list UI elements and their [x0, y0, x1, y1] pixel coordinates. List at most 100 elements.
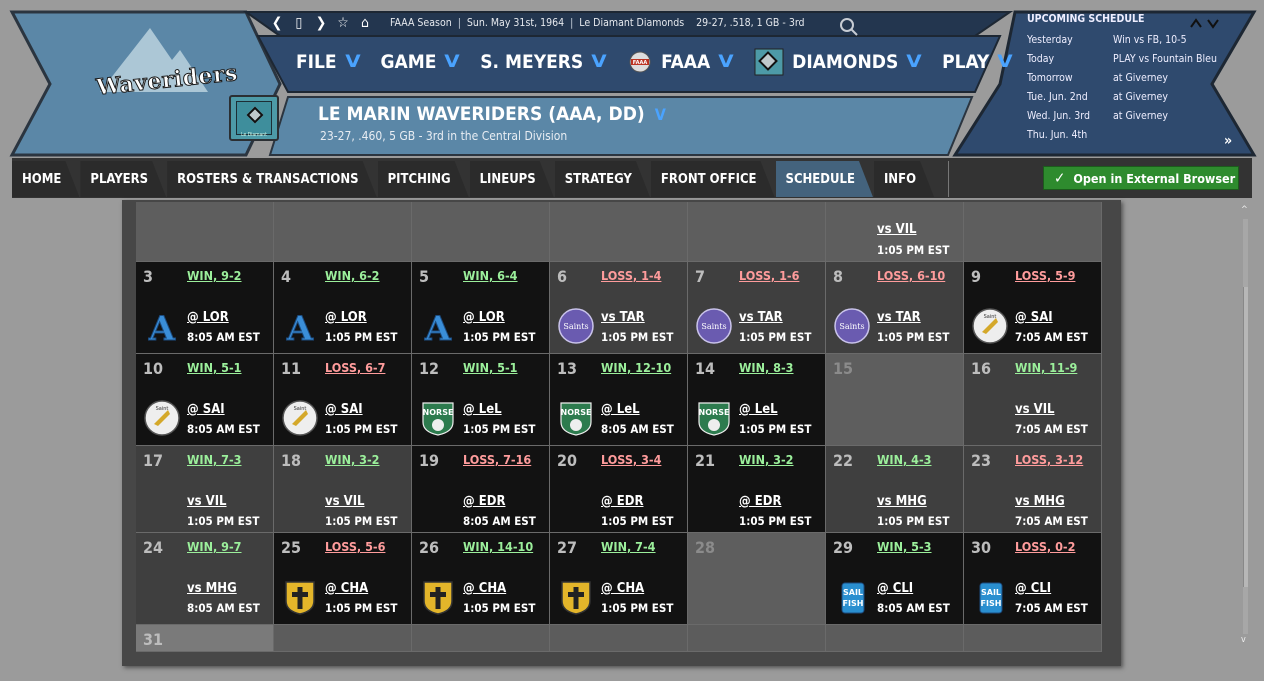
game-result-link[interactable]: WIN, 7-3 [187, 452, 242, 467]
game-result-link[interactable]: LOSS, 1-4 [601, 268, 662, 283]
game-result-link[interactable]: WIN, 5-1 [187, 360, 242, 375]
opponent-link[interactable]: @ EDR [463, 494, 506, 509]
opponent-link[interactable]: @ CHA [463, 581, 507, 596]
opponent-link[interactable]: vs TAR [601, 310, 645, 325]
tab-pitching[interactable]: PITCHING [378, 161, 469, 197]
opponent-link[interactable]: @ CLI [877, 581, 914, 596]
scrollbar[interactable]: ^ v [1240, 205, 1252, 645]
opponent-link[interactable]: vs VIL [1015, 402, 1055, 417]
calendar-day-27[interactable]: 27 WIN, 7-4 @ CHA 1:05 PM EST [550, 533, 688, 625]
opponent-link[interactable]: @ CHA [601, 581, 645, 596]
back-icon[interactable]: ❮ [271, 15, 283, 31]
upcoming-row[interactable]: Today PLAY vs Fountain Bleu [1027, 53, 1247, 72]
opponent-link[interactable]: vs MHG [877, 494, 927, 509]
calendar-day-16[interactable]: 16 WIN, 11-9 vs VIL 7:05 AM EST [964, 354, 1102, 446]
opponent-link[interactable]: vs VIL [187, 494, 227, 509]
opponent-link[interactable]: @ CLI [1015, 581, 1052, 596]
game-result-link[interactable]: WIN, 8-3 [739, 360, 794, 375]
tab-rosters-transactions[interactable]: ROSTERS & TRANSACTIONS [167, 161, 376, 197]
tab-schedule[interactable]: SCHEDULE [776, 161, 873, 197]
calendar-day-18[interactable]: 18 WIN, 3-2 vs VIL 1:05 PM EST [274, 446, 412, 533]
game-result-link[interactable]: LOSS, 6-10 [877, 268, 946, 283]
game-result-link[interactable]: LOSS, 1-6 [739, 268, 800, 283]
calendar-day-17[interactable]: 17 WIN, 7-3 vs VIL 1:05 PM EST [136, 446, 274, 533]
opponent-link[interactable]: @ SAI [1015, 310, 1053, 325]
calendar-day-8[interactable]: 8 LOSS, 6-10 Saints vs TAR 1:05 PM EST [826, 262, 964, 354]
upcoming-row[interactable]: Tue. Jun. 2nd at Giverney [1027, 91, 1247, 110]
calendar-day-12[interactable]: 12 WIN, 5-1 NORSE @ LeL 1:05 PM EST [412, 354, 550, 446]
tab-home[interactable]: HOME [12, 161, 79, 197]
upcoming-row[interactable]: Wed. Jun. 3rd at Giverney [1027, 110, 1247, 129]
game-result-link[interactable]: LOSS, 5-6 [325, 539, 386, 554]
opponent-link[interactable]: @ SAI [187, 402, 225, 417]
calendar-day-20[interactable]: 20 LOSS, 3-4 @ EDR 1:05 PM EST [550, 446, 688, 533]
opponent-link[interactable]: @ LOR [325, 310, 367, 325]
tab-players[interactable]: PLAYERS [80, 161, 166, 197]
scroll-up-icon[interactable]: ^ [1241, 205, 1248, 215]
game-result-link[interactable]: WIN, 14-10 [463, 539, 534, 554]
open-external-browser-button[interactable]: ✓ Open in External Browser [1043, 166, 1239, 190]
game-result-link[interactable]: LOSS, 3-4 [601, 452, 662, 467]
game-result-link[interactable]: WIN, 5-1 [463, 360, 518, 375]
calendar-day-5[interactable]: 5 WIN, 6-4 A @ LOR 1:05 PM EST [412, 262, 550, 354]
game-result-link[interactable]: WIN, 7-4 [601, 539, 656, 554]
game-result-link[interactable]: LOSS, 0-2 [1015, 539, 1076, 554]
game-result-link[interactable]: WIN, 4-3 [877, 452, 932, 467]
game-result-link[interactable]: WIN, 6-2 [325, 268, 380, 283]
menu-team[interactable]: DIAMONDS V [754, 48, 922, 76]
tab-info[interactable]: INFO [874, 161, 934, 197]
calendar-day-9[interactable]: 9 LOSS, 5-9 Saint @ SAI 7:05 AM EST [964, 262, 1102, 354]
game-result-link[interactable]: WIN, 6-4 [463, 268, 518, 283]
upcoming-row[interactable]: Yesterday Win vs FB, 10-5 [1027, 34, 1247, 53]
calendar-day-11[interactable]: 11 LOSS, 6-7 Saint @ SAI 1:05 PM EST [274, 354, 412, 446]
opponent-link[interactable]: @ LOR [187, 310, 229, 325]
game-result-link[interactable]: WIN, 11-9 [1015, 360, 1078, 375]
opponent-link[interactable]: @ EDR [739, 494, 782, 509]
opponent-link[interactable]: @ LeL [739, 402, 778, 417]
opponent-link[interactable]: vs TAR [739, 310, 783, 325]
scroll-thumb[interactable] [1243, 287, 1248, 587]
calendar-day-30[interactable]: 30 LOSS, 0-2 SAIL FISH @ CLI 7:05 AM EST [964, 533, 1102, 625]
menu-play[interactable]: PLAY V [942, 51, 1013, 73]
tab-front-office[interactable]: FRONT OFFICE [651, 161, 775, 197]
game-result-link[interactable]: LOSS, 6-7 [325, 360, 386, 375]
calendar-day-22[interactable]: 22 WIN, 4-3 vs MHG 1:05 PM EST [826, 446, 964, 533]
calendar-day-3[interactable]: 3 WIN, 9-2 A @ LOR 8:05 AM EST [136, 262, 274, 354]
opponent-link[interactable]: vs MHG [1015, 494, 1065, 509]
opponent-link[interactable]: vs VIL [325, 494, 365, 509]
calendar-day-29[interactable]: 29 WIN, 5-3 SAIL FISH @ CLI 8:05 AM EST [826, 533, 964, 625]
home-icon[interactable]: ⌂ [361, 15, 369, 31]
calendar-day-7[interactable]: 7 LOSS, 1-6 Saints vs TAR 1:05 PM EST [688, 262, 826, 354]
forward-icon[interactable]: ❯ [315, 15, 327, 31]
calendar-day-21[interactable]: 21 WIN, 3-2 @ EDR 1:05 PM EST [688, 446, 826, 533]
game-result-link[interactable]: LOSS, 5-9 [1015, 268, 1076, 283]
menu-game[interactable]: GAME V [380, 51, 460, 73]
game-result-link[interactable]: WIN, 9-7 [187, 539, 242, 554]
opponent-link[interactable]: @ LOR [463, 310, 505, 325]
more-icon[interactable]: » [1224, 133, 1233, 149]
opponent-link[interactable]: @ LeL [463, 402, 502, 417]
opponent-link[interactable]: @ SAI [325, 402, 363, 417]
opponent-link[interactable]: @ EDR [601, 494, 644, 509]
search-icon[interactable] [838, 16, 860, 38]
opponent-link[interactable]: vs VIL [877, 222, 917, 237]
game-result-link[interactable]: LOSS, 3-12 [1015, 452, 1084, 467]
tab-strategy[interactable]: STRATEGY [555, 161, 650, 197]
calendar-day-23[interactable]: 23 LOSS, 3-12 vs MHG 7:05 AM EST [964, 446, 1102, 533]
calendar-day-14[interactable]: 14 WIN, 8-3 NORSE @ LeL 1:05 PM EST [688, 354, 826, 446]
game-result-link[interactable]: LOSS, 7-16 [463, 452, 532, 467]
calendar-day-25[interactable]: 25 LOSS, 5-6 @ CHA 1:05 PM EST [274, 533, 412, 625]
game-result-link[interactable]: WIN, 3-2 [739, 452, 794, 467]
calendar-day-26[interactable]: 26 WIN, 14-10 @ CHA 1:05 PM EST [412, 533, 550, 625]
team-badge-icon[interactable]: Le Diamant [229, 95, 279, 141]
calendar-day-4[interactable]: 4 WIN, 6-2 A @ LOR 1:05 PM EST [274, 262, 412, 354]
star-icon[interactable]: ☆ [337, 15, 349, 31]
team-title[interactable]: LE MARIN WAVERIDERS (AAA, DD) V [318, 103, 666, 125]
game-result-link[interactable]: WIN, 5-3 [877, 539, 932, 554]
menu-file[interactable]: FILE V [296, 51, 360, 73]
calendar-day-19[interactable]: 19 LOSS, 7-16 @ EDR 8:05 AM EST [412, 446, 550, 533]
calendar-day-13[interactable]: 13 WIN, 12-10 NORSE @ LeL 8:05 AM EST [550, 354, 688, 446]
upcoming-row[interactable]: Thu. Jun. 4th [1027, 129, 1247, 148]
tab-lineups[interactable]: LINEUPS [470, 161, 554, 197]
opponent-link[interactable]: vs MHG [187, 581, 237, 596]
